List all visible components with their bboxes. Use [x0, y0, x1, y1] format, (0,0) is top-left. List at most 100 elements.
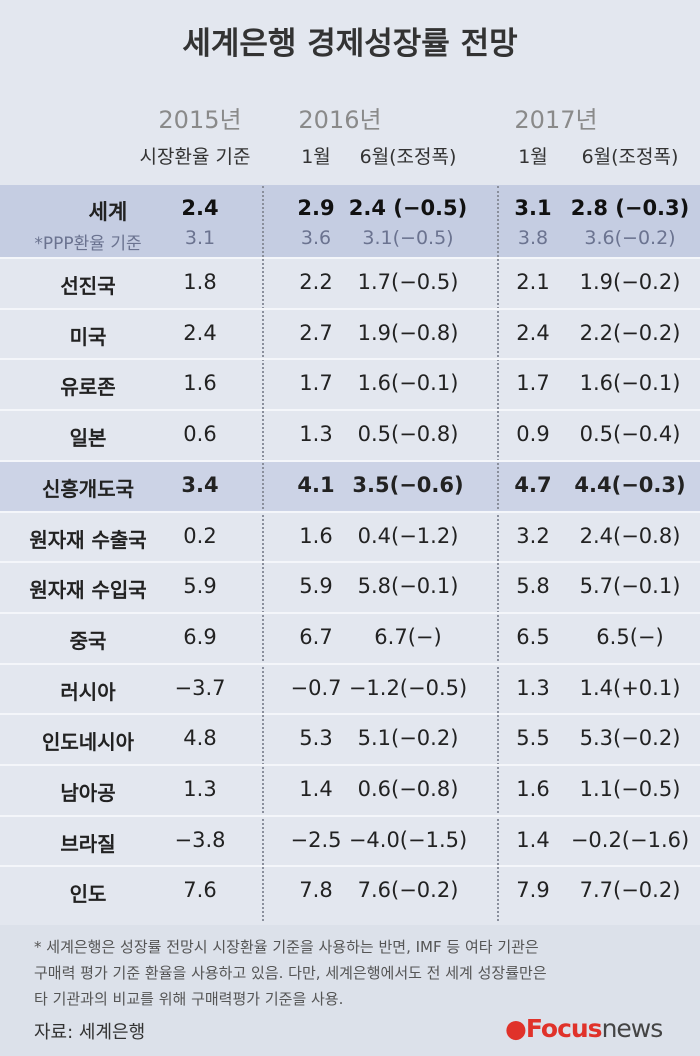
sub-header: 시장환율 기준	[139, 146, 251, 168]
cell: 4.1	[297, 472, 335, 497]
row-label: 인도	[69, 882, 107, 907]
row-separator	[0, 713, 700, 716]
cell: 5.3	[299, 726, 333, 751]
cell: 1.1(−0.5)	[579, 777, 681, 801]
cell: −4.0(−1.5)	[348, 827, 468, 852]
cell: 2.1	[516, 270, 550, 294]
cell: 6.7	[299, 624, 333, 649]
cell: 1.3	[299, 422, 333, 447]
cell: 1.7	[299, 371, 333, 396]
highlight-band	[0, 460, 700, 512]
cell: 1.7(−0.5)	[357, 270, 459, 294]
cell: 5.7(−0.1)	[579, 574, 681, 599]
cell: 1.9(−0.8)	[357, 320, 459, 345]
row-separator	[0, 510, 700, 513]
cell: 5.3(−0.2)	[579, 726, 681, 751]
cell: 0.5(−0.8)	[357, 422, 459, 447]
row-separator	[0, 611, 700, 614]
cell: 3.5(−0.6)	[352, 472, 464, 497]
cell: 5.1(−0.2)	[357, 726, 459, 751]
row-label: 원자재 수출국	[29, 527, 147, 552]
divider	[262, 186, 264, 921]
cell: 1.6	[299, 523, 333, 548]
row-label: 미국	[69, 324, 107, 349]
cell: 5.9	[183, 574, 217, 599]
cell: 1.3	[516, 675, 550, 700]
cell: 0.5(−0.4)	[579, 422, 681, 447]
cell: −1.2(−0.5)	[348, 675, 468, 700]
cell: 5.9	[299, 574, 333, 599]
cell: 5.8(−0.1)	[357, 574, 459, 599]
cell: 1.6(−0.1)	[357, 371, 459, 396]
cell: −3.8	[174, 827, 226, 852]
cell: 6.9	[183, 624, 217, 649]
world-band	[0, 185, 700, 258]
row-label: 러시아	[60, 679, 116, 704]
row-label: 원자재 수입국	[29, 578, 147, 603]
cell: 2.4	[181, 196, 219, 220]
divider	[497, 186, 499, 921]
cell: 7.6(−0.2)	[357, 878, 459, 903]
row-label: *PPP환율 기준	[34, 234, 142, 254]
cell: 7.9	[516, 878, 550, 903]
title: 세계은행 경제성장률 전망	[182, 26, 518, 62]
cell: 7.6	[183, 878, 217, 903]
cell: 3.6(−0.2)	[584, 227, 676, 249]
cell: 0.2	[183, 523, 217, 548]
row-separator	[0, 561, 700, 564]
cell: 3.1(−0.5)	[362, 227, 454, 249]
footnote-line: 타 기관과의 비교를 위해 구매력평가 기준을 사용.	[34, 990, 344, 1008]
cell: 6.7(−)	[374, 624, 442, 649]
sub-header: 6월(조정폭)	[359, 146, 457, 168]
cell: 1.6	[183, 371, 217, 396]
cell: 7.7(−0.2)	[579, 878, 681, 903]
cell: 3.1	[184, 227, 216, 249]
cell: 2.2(−0.2)	[579, 320, 681, 345]
cell: 1.4	[299, 777, 333, 801]
footnote-line: 구매력 평가 기준 환율을 사용하고 있음. 다만, 세계은행에서도 전 세계 …	[34, 964, 547, 982]
row-separator	[0, 865, 700, 868]
cell: 1.8	[183, 270, 217, 294]
logo-suffix: news	[601, 1014, 664, 1043]
row-separator	[0, 662, 700, 665]
cell: 2.7	[299, 320, 333, 345]
cell: 0.9	[516, 422, 550, 447]
year-header: 2017년	[514, 106, 598, 134]
cell: 4.7	[514, 472, 552, 497]
row-separator	[0, 257, 700, 259]
cell: 3.4	[181, 472, 219, 497]
row-separator	[0, 358, 700, 361]
cell: −3.7	[174, 675, 226, 700]
cell: 3.8	[517, 227, 549, 249]
cell: 3.6	[300, 227, 332, 249]
cell: 1.7	[516, 371, 550, 396]
row-separator	[0, 409, 700, 412]
row-label: 일본	[69, 426, 107, 451]
cell: 1.9(−0.2)	[579, 270, 681, 294]
cell: 6.5(−)	[596, 624, 664, 649]
row-label: 선진국	[60, 274, 116, 298]
cell: 2.9	[297, 196, 335, 220]
cell: 5.5	[516, 726, 550, 751]
cell: 1.6(−0.1)	[579, 371, 681, 396]
cell: 7.8	[299, 878, 333, 903]
footnote-line: * 세계은행은 성장률 전망시 시장환율 기준을 사용하는 반면, IMF 등 …	[34, 938, 539, 956]
sub-header: 6월(조정폭)	[581, 146, 679, 168]
cell: 5.8	[516, 574, 550, 599]
cell: 1.3	[183, 777, 217, 801]
row-label: 남아공	[60, 781, 116, 805]
cell: 1.4(+0.1)	[579, 675, 681, 700]
logo-brand: Focus	[525, 1014, 603, 1043]
cell: 0.6	[183, 422, 217, 447]
logo: ●Focusnews	[505, 1014, 664, 1043]
sub-header: 1월	[301, 146, 331, 168]
row-label: 신흥개도국	[42, 476, 134, 501]
cell: 6.5	[516, 624, 550, 649]
cell: 2.4 (−0.5)	[348, 196, 468, 220]
row-label: 중국	[69, 628, 107, 653]
cell: 4.4(−0.3)	[574, 472, 686, 497]
row-label: 유로존	[60, 375, 116, 400]
year-header: 2016년	[298, 106, 382, 134]
row-separator	[0, 307, 700, 310]
year-header: 2015년	[158, 106, 242, 134]
